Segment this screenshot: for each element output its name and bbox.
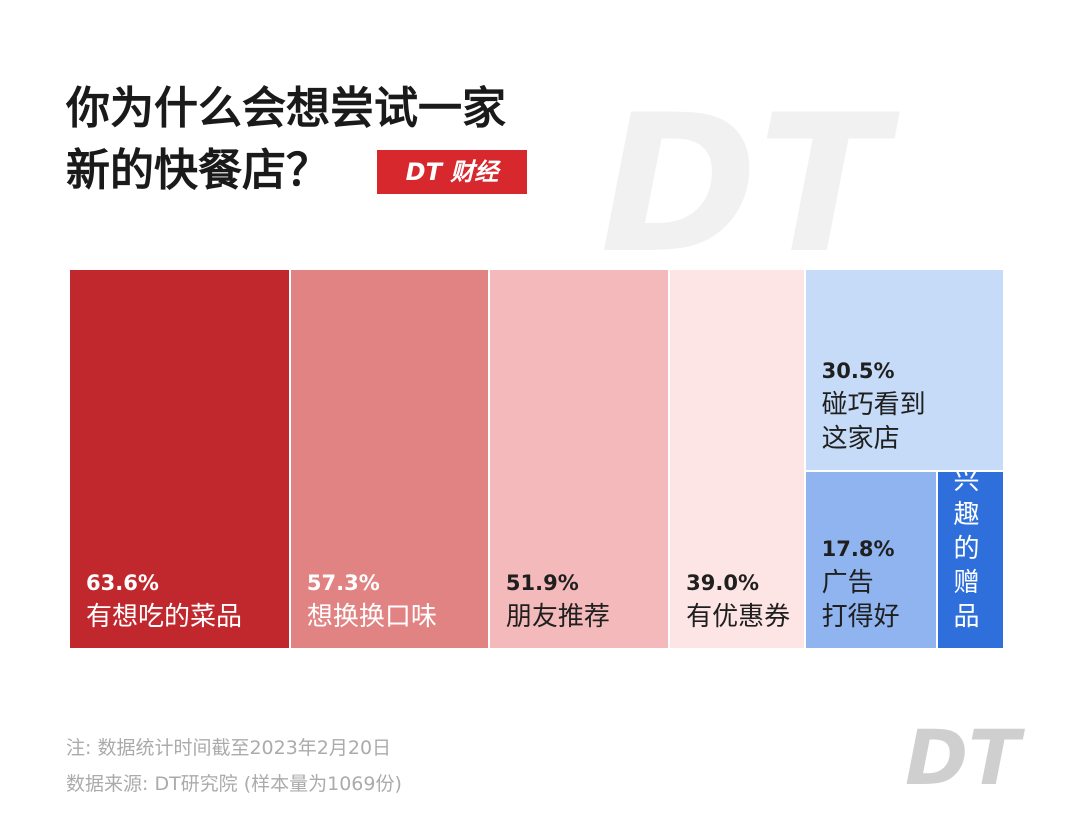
category-label: 想换换口味 xyxy=(306,602,437,632)
treemap-cell: 39.0% 有优惠券 xyxy=(670,270,804,648)
chart-title: 你为什么会想尝试一家 新的快餐店？ xyxy=(66,83,506,196)
note: 注: 数据统计时间截至2023年2月20日 xyxy=(66,737,392,759)
footer-logo: DT xyxy=(905,713,1020,802)
category-label: 广告 打得好 xyxy=(821,567,900,632)
value-label: 30.5% xyxy=(821,358,895,383)
treemap-cell: 51.9% 朋友推荐 xyxy=(489,270,669,648)
value-label: 63.6% xyxy=(86,571,159,595)
category-label: 碰巧看到 这家店 xyxy=(821,389,926,454)
value-label: 17.8% xyxy=(821,536,895,561)
category-label: 有优惠券 xyxy=(686,602,791,632)
treemap-cell: 57.3% 想换换口味 xyxy=(290,270,488,648)
treemap-cell: 30.5% 碰巧看到 这家店 xyxy=(805,270,1003,470)
value-label: 57.3% xyxy=(306,571,380,595)
treemap-cell: 17.8% 广告 打得好 xyxy=(805,471,936,648)
category-label: 有感 兴趣 的 赠品 xyxy=(953,471,980,632)
treemap: 63.6% 有想吃的菜品 57.3% 想换换口味 51.9% 朋友推荐 39.0% 有优惠券 3… xyxy=(70,270,1005,650)
source: 数据来源: DT研究院 (样本量为1069份) xyxy=(66,773,402,795)
value-label: 51.9% xyxy=(505,571,579,595)
category-label: 有想吃的菜品 xyxy=(86,602,243,632)
treemap-cell: 63.6% 有想吃的菜品 xyxy=(70,270,289,648)
value-label: 39.0% xyxy=(686,571,760,595)
treemap-cell: 有感 兴趣 的 赠品 xyxy=(937,471,1003,648)
category-label: 朋友推荐 xyxy=(505,602,610,632)
watermark: DT xyxy=(600,74,888,295)
logo-badge: DT 财经 xyxy=(377,150,527,194)
